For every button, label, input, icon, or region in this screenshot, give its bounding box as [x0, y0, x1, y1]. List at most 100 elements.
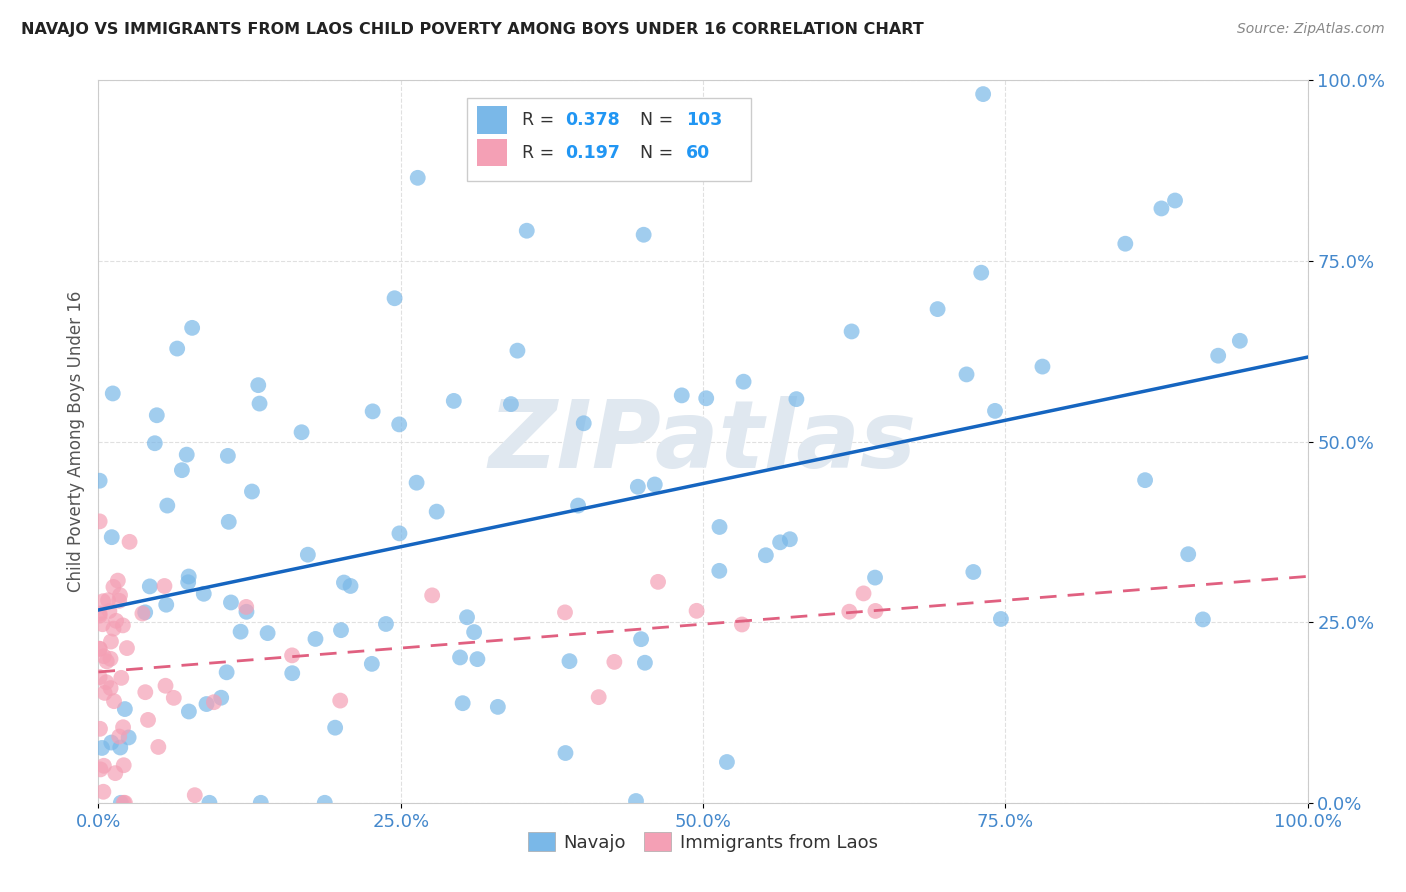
Point [333, 575, 356, 590]
Point [249, 396, 271, 410]
Point [110, 740, 132, 755]
Point [384, 291, 406, 305]
Point [588, 690, 610, 705]
Point [110, 671, 132, 685]
Point [108, 588, 131, 602]
Point [100, 735, 122, 749]
Point [89, 722, 111, 736]
Point [249, 796, 271, 810]
Point [1164, 194, 1187, 208]
Point [1031, 359, 1053, 374]
Point [572, 417, 595, 431]
Point [100, 634, 122, 648]
Point [863, 571, 886, 585]
Point [1114, 236, 1136, 251]
Point [134, 685, 156, 699]
Point [499, 397, 522, 411]
Point [1177, 547, 1199, 561]
Point [98, 604, 121, 618]
Point [89, 763, 111, 777]
Point [177, 575, 200, 590]
Point [131, 607, 153, 621]
Point [671, 388, 693, 402]
Point [486, 699, 509, 714]
Point [841, 325, 863, 339]
Point [112, 720, 135, 734]
Point [339, 579, 361, 593]
Point [516, 224, 538, 238]
Point [731, 617, 754, 632]
Y-axis label: Child Poverty Among Boys Under 16: Child Poverty Among Boys Under 16 [66, 291, 84, 592]
Point [695, 391, 717, 405]
Point [89, 607, 111, 621]
Point [108, 730, 131, 744]
Point [100, 681, 122, 695]
Point [685, 604, 707, 618]
Point [630, 632, 652, 647]
Point [235, 605, 257, 619]
Point [155, 679, 177, 693]
Point [314, 796, 336, 810]
Point [624, 794, 647, 808]
Point [755, 548, 778, 562]
Point [256, 626, 278, 640]
Point [112, 796, 135, 810]
Point [153, 579, 176, 593]
Text: 0.378: 0.378 [565, 111, 620, 129]
Text: R =: R = [522, 111, 560, 129]
Point [633, 227, 655, 242]
Point [456, 610, 478, 624]
Point [281, 666, 304, 681]
Point [198, 796, 221, 810]
Point [91, 617, 114, 632]
Point [733, 375, 755, 389]
Point [89, 474, 111, 488]
Point [554, 606, 576, 620]
Point [463, 625, 485, 640]
Text: 60: 60 [686, 144, 710, 161]
Point [785, 392, 807, 406]
Point [709, 520, 731, 534]
Point [134, 605, 156, 619]
Text: ZIPatlas: ZIPatlas [489, 395, 917, 488]
Point [156, 499, 179, 513]
Point [177, 569, 200, 583]
Point [558, 654, 581, 668]
Point [709, 564, 731, 578]
Point [143, 436, 166, 450]
Text: Source: ZipAtlas.com: Source: ZipAtlas.com [1237, 22, 1385, 37]
Point [89, 608, 111, 623]
Point [290, 425, 312, 440]
Point [97, 593, 120, 607]
Point [329, 693, 352, 707]
Point [89, 641, 111, 656]
Text: N =: N = [640, 111, 679, 129]
Point [89, 515, 111, 529]
Point [103, 622, 125, 636]
Point [103, 694, 125, 708]
Point [374, 617, 396, 632]
Point [247, 378, 270, 392]
Point [426, 505, 449, 519]
Point [443, 393, 465, 408]
Point [554, 746, 576, 760]
Legend: Navajo, Immigrants from Laos: Navajo, Immigrants from Laos [520, 825, 886, 859]
Point [114, 796, 136, 810]
Point [96, 675, 118, 690]
Point [420, 588, 443, 602]
Point [93, 649, 115, 664]
Point [118, 534, 141, 549]
Point [114, 702, 136, 716]
Point [193, 587, 215, 601]
Point [647, 574, 669, 589]
Point [115, 641, 138, 656]
Point [304, 632, 326, 646]
Point [970, 266, 993, 280]
Point [1229, 334, 1251, 348]
Point [451, 696, 474, 710]
Point [1150, 202, 1173, 216]
Point [1133, 473, 1156, 487]
Point [955, 368, 977, 382]
Point [219, 595, 242, 609]
Text: 0.197: 0.197 [565, 144, 620, 161]
